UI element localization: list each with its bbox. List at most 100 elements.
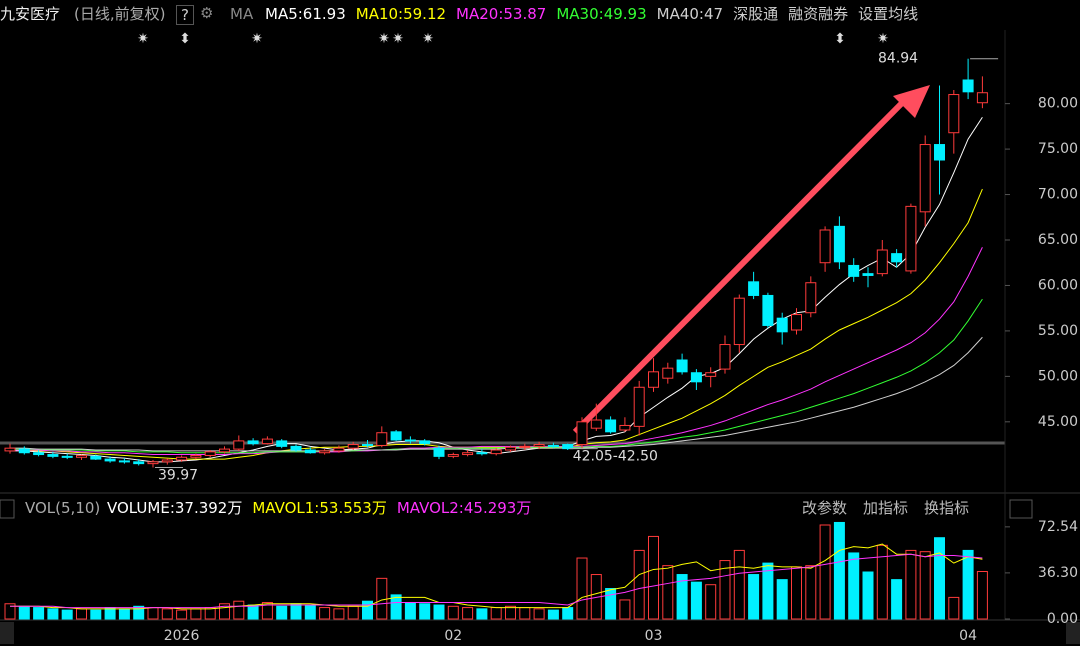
event-icon[interactable]: ✷: [422, 31, 434, 47]
settings-icon[interactable]: ⚙: [200, 4, 214, 22]
volume-bar: [161, 608, 173, 620]
volume-bar: [562, 607, 574, 620]
volume-bar: [61, 609, 73, 620]
volume-bar: [976, 571, 988, 620]
volume-bar: [733, 549, 745, 620]
event-icon[interactable]: ⬍: [179, 31, 191, 47]
volume-bar: [18, 605, 30, 620]
candle-body: [476, 452, 488, 455]
candle-body: [705, 372, 717, 377]
y-tick-label: 55.00: [1038, 323, 1078, 339]
y-tick-label: 60.00: [1038, 277, 1078, 293]
x-tick-label: 02: [444, 628, 462, 644]
candle-body: [719, 344, 731, 370]
candle-body: [948, 94, 960, 134]
stock-name: 九安医疗: [0, 5, 61, 23]
event-icon[interactable]: ✷: [392, 31, 404, 47]
volume-bar: [505, 605, 516, 620]
help[interactable]: ?: [176, 5, 194, 25]
candle-body: [233, 440, 245, 450]
candle-body: [118, 460, 130, 463]
candle-body: [590, 419, 602, 429]
candle-body: [319, 450, 331, 454]
candle-body: [976, 92, 988, 104]
candle-body: [676, 359, 688, 373]
candle-body: [805, 282, 817, 314]
volume-bar: [662, 565, 674, 620]
volume-bar: [605, 588, 617, 620]
candle-body: [176, 456, 188, 461]
vol-button[interactable]: 换指标: [924, 499, 970, 517]
y-tick-label: 36.30: [1038, 565, 1078, 581]
volume-bar: [648, 535, 659, 620]
volume-bar: [133, 605, 145, 620]
scroll-right[interactable]: [1066, 622, 1080, 644]
event-icon[interactable]: ✷: [877, 31, 889, 47]
panel-toggle[interactable]: [0, 499, 15, 519]
volume-bar: [319, 607, 331, 620]
y-tick-label: 0.00: [1047, 611, 1078, 627]
vol-button[interactable]: 改参数: [802, 499, 848, 517]
volume-bar: [290, 603, 302, 620]
scroll-left[interactable]: [0, 622, 14, 644]
volume-bar: [891, 579, 903, 620]
volume-bar: [819, 524, 831, 620]
event-icon[interactable]: ✷: [378, 31, 390, 47]
candle-body: [4, 447, 16, 452]
volume-bar: [705, 584, 717, 620]
volume-bar: [719, 560, 731, 620]
candle-body: [247, 440, 259, 445]
volume-bar: [333, 608, 345, 620]
volume-bar: [762, 562, 774, 620]
candle-body: [833, 225, 845, 263]
volume-bar: [118, 608, 130, 620]
candle-body: [61, 455, 73, 458]
legend-entry: MAVOL2:45.293万: [396, 499, 532, 517]
candle-body: [848, 264, 860, 277]
legend-entry: MAVOL1:53.553万: [252, 499, 387, 517]
volume-bar: [948, 596, 960, 620]
candle-body: [605, 419, 617, 433]
event-icon[interactable]: ⬍: [834, 31, 846, 47]
y-tick-label: 45.00: [1038, 414, 1078, 430]
volume-bar: [276, 605, 288, 620]
ma-legend: MA5:61.93 MA10:59.12 MA20:53.87 MA30:49.93 M…: [265, 5, 928, 23]
volume-bar: [376, 577, 388, 620]
volume-bar: [433, 604, 445, 620]
x-tick-label: 2026: [164, 628, 200, 644]
candle-body: [619, 424, 631, 431]
candle-body: [733, 297, 745, 346]
candle-body: [90, 455, 102, 460]
volume-bar: [676, 574, 688, 620]
volume-bar: [490, 607, 502, 620]
period[interactable]: (日线,前复权): [74, 5, 166, 23]
legend-entry: MA5:61.93: [265, 5, 346, 23]
volume-bar: [147, 607, 159, 620]
volume-bar: [833, 521, 845, 620]
header-link[interactable]: 深股通: [733, 5, 779, 23]
volume-bar: [390, 594, 402, 620]
candle-body: [376, 432, 388, 446]
volume-bar: [419, 603, 431, 620]
vol-button[interactable]: 加指标: [863, 499, 909, 517]
volume-bar: [404, 601, 416, 620]
candle-body: [748, 281, 760, 296]
volume-bar: [90, 609, 102, 620]
vol-legend: VOLUME:37.392万 MAVOL1:53.553万 MAVOL2:45.29…: [107, 499, 541, 517]
candle-body: [791, 314, 802, 331]
candle-body: [447, 454, 459, 457]
volume-bar: [690, 581, 702, 620]
event-icon[interactable]: ✷: [251, 31, 263, 47]
volume-bar: [748, 574, 760, 620]
header-link[interactable]: 融资融券: [788, 5, 849, 23]
event-icon[interactable]: ✷: [137, 31, 149, 47]
x-tick-label: 04: [959, 628, 977, 644]
candle-body: [161, 459, 173, 463]
panel-close[interactable]: [1009, 499, 1033, 519]
ma-line: [10, 298, 983, 454]
header-link[interactable]: 设置均线: [858, 5, 919, 23]
y-tick-label: 50.00: [1038, 368, 1078, 384]
y-tick-label: 72.54: [1038, 519, 1078, 535]
candle-body: [562, 444, 574, 450]
